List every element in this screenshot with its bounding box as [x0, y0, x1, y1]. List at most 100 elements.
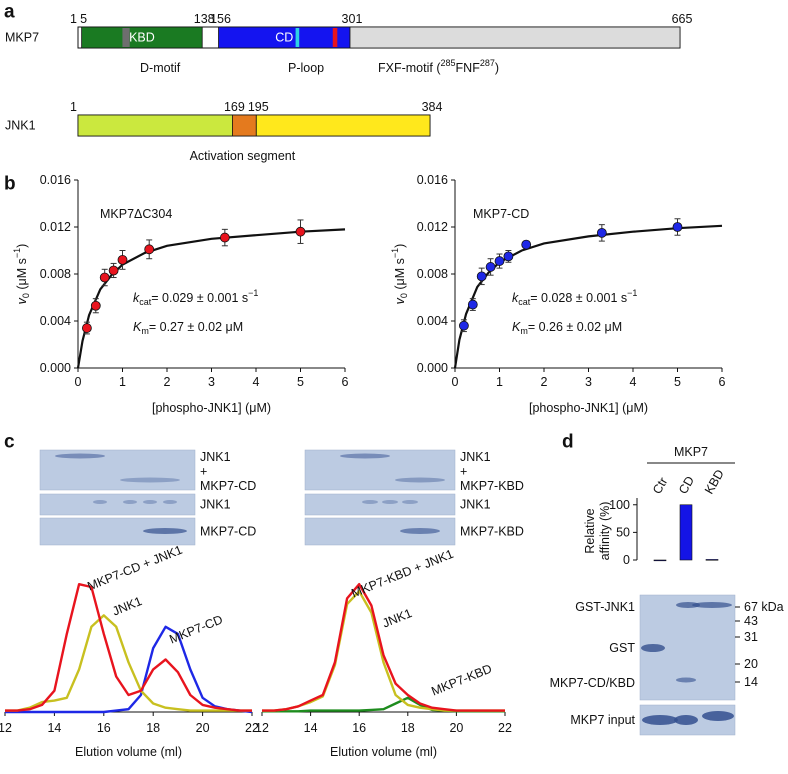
- text-part: = 0.029 ± 0.001 s: [151, 291, 248, 305]
- trace-label: JNK1: [110, 594, 144, 618]
- gel-band: [382, 500, 398, 504]
- gel-row-label: +: [200, 465, 207, 479]
- text-part: = 0.028 ± 0.001 s: [530, 291, 627, 305]
- x-tick-label: 1: [119, 375, 126, 389]
- gel: [39, 493, 196, 516]
- y-tick-label: 0: [623, 553, 630, 567]
- segment-caption: Activation segment: [190, 149, 296, 163]
- text-part: k: [512, 291, 519, 305]
- data-point: [144, 244, 155, 255]
- y-axis-label: v0 (μM s−1): [12, 244, 31, 305]
- domain: [349, 26, 681, 49]
- gel-row-label: MKP7-KBD: [460, 525, 524, 539]
- gel-band: [340, 453, 390, 459]
- gel-band: [163, 500, 177, 504]
- data-point: [117, 254, 128, 265]
- motif-label: D-motif: [140, 61, 181, 75]
- x-axis-label: [phospho-JNK1] (μM): [529, 401, 648, 415]
- domain: [255, 114, 431, 137]
- trace-label: MKP7-CD + JNK1: [85, 543, 184, 594]
- text-part: ): [393, 244, 407, 248]
- gel-band: [674, 715, 698, 725]
- y-tick-label: 0.012: [417, 220, 448, 234]
- x-tick-label: 20: [196, 721, 210, 735]
- data-point: [458, 320, 469, 331]
- x-tick-label: 14: [47, 721, 61, 735]
- data-point: [521, 239, 532, 250]
- y-axis-label: Relative: [583, 508, 597, 553]
- x-tick-label: 4: [253, 375, 260, 389]
- x-tick-label: 2: [164, 375, 171, 389]
- data-point: [295, 226, 306, 237]
- y-axis-label: v0 (μM s−1): [390, 244, 409, 305]
- text-part: v: [15, 297, 29, 304]
- gel-band: [702, 711, 734, 721]
- trace-label: JNK1: [380, 606, 414, 630]
- motif-label: P-loop: [288, 61, 324, 75]
- residue-number: 5: [80, 12, 87, 26]
- text-part: FNF: [456, 61, 481, 75]
- text-part: FXF-motif (: [378, 61, 441, 75]
- marker-label: 31: [744, 630, 758, 644]
- gel-band: [123, 500, 137, 504]
- x-tick-label: 22: [245, 721, 259, 735]
- data-point: [596, 227, 607, 238]
- marker-label: 20: [744, 657, 758, 671]
- gel-label: MKP7 input: [570, 713, 635, 727]
- text-part: ): [15, 244, 29, 248]
- x-axis-label: Elution volume (ml): [75, 745, 182, 759]
- y-tick-label: 0.000: [417, 361, 448, 375]
- text-part: −1: [390, 248, 400, 258]
- category-label: KBD: [702, 467, 727, 496]
- trace: [5, 614, 252, 712]
- trace: [5, 625, 253, 714]
- x-axis-label: Elution volume (ml): [330, 745, 437, 759]
- gel-row-label: JNK1: [460, 450, 491, 464]
- text-part: = 0.27 ± 0.02 μM: [149, 320, 243, 334]
- gel-band: [642, 715, 678, 725]
- y-tick-label: 50: [616, 525, 630, 539]
- x-tick-label: 12: [255, 721, 269, 735]
- chart-title: MKP7ΔC304: [100, 207, 172, 221]
- x-tick-label: 12: [0, 721, 12, 735]
- x-tick-label: 22: [498, 721, 512, 735]
- domain-label: KBD: [129, 31, 155, 45]
- gel-band: [55, 453, 105, 459]
- x-tick-label: 16: [352, 721, 366, 735]
- gel-band: [641, 644, 665, 652]
- residue-number: 195: [248, 100, 269, 114]
- gel-band: [676, 602, 700, 608]
- gel-band: [402, 500, 418, 504]
- data-point: [219, 232, 230, 243]
- x-tick-label: 16: [97, 721, 111, 735]
- gel-row-label: MKP7-KBD: [460, 479, 524, 493]
- residue-number: 138: [194, 12, 215, 26]
- data-point: [99, 272, 110, 283]
- x-tick-label: 3: [208, 375, 215, 389]
- text-part: ): [495, 61, 499, 75]
- x-tick-label: 3: [585, 375, 592, 389]
- text-part: cat: [518, 297, 531, 307]
- gel-band: [120, 477, 180, 483]
- data-point: [494, 256, 505, 266]
- panel-label: d: [562, 432, 574, 453]
- gel-band: [143, 528, 187, 534]
- gel: [304, 493, 456, 516]
- x-tick-label: 5: [297, 375, 304, 389]
- residue-number: 384: [422, 100, 443, 114]
- text-part: cat: [139, 297, 152, 307]
- y-tick-label: 0.004: [40, 314, 71, 328]
- gel-row-label: JNK1: [200, 498, 231, 512]
- text-part: K: [133, 320, 142, 334]
- y-tick-label: 100: [609, 498, 630, 512]
- trace-label: MKP7-CD: [167, 612, 224, 646]
- gel-row-label: JNK1: [200, 450, 231, 464]
- gel-row-label: JNK1: [460, 498, 491, 512]
- x-tick-label: 0: [452, 375, 459, 389]
- marker-label: 14: [744, 675, 758, 689]
- x-tick-label: 18: [401, 721, 415, 735]
- text-part: K: [512, 320, 521, 334]
- text-part: −1: [12, 248, 22, 258]
- marker-label: 67 kDa: [744, 600, 784, 614]
